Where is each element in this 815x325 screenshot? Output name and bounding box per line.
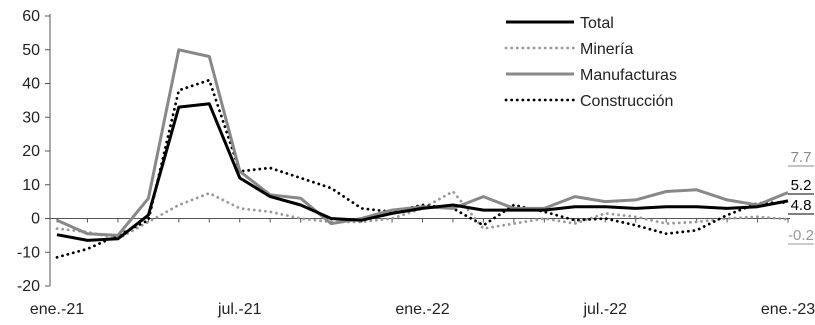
y-tick-label: -20 (17, 278, 40, 295)
axes: -20 -10 0 10 20 30 40 50 60 ene.-21 jul.-21 ene.-22… (17, 8, 815, 318)
y-tick-label: 20 (22, 143, 40, 160)
legend: Total Minería Manufacturas Construcción (504, 15, 677, 110)
legend-label: Construcción (580, 93, 673, 110)
y-tick-label: 10 (22, 177, 40, 194)
y-tick-label: 0 (31, 211, 40, 228)
series-line-construcción (55, 78, 790, 259)
series-lines (55, 48, 790, 259)
y-tick-label: 30 (22, 109, 40, 126)
x-tick-label: jul.-21 (217, 301, 262, 318)
x-tick-label: jul.-22 (582, 301, 627, 318)
end-label: 7.7 (791, 149, 812, 166)
y-tick-label: 60 (22, 8, 40, 25)
x-tick-label: ene.-23 (761, 301, 815, 318)
end-label: 5.2 (791, 177, 812, 194)
y-tick-label: 50 (22, 42, 40, 59)
x-tick-label: ene.-21 (30, 301, 84, 318)
y-tick-label: 40 (22, 76, 40, 93)
series-line-total (56, 102, 789, 242)
end-label: -0.2 (788, 227, 814, 244)
end-labels: 7.7 5.2 4.8 -0.2 (788, 149, 814, 245)
y-tick-label: -10 (17, 244, 40, 261)
legend-label: Total (580, 15, 614, 32)
legend-label: Manufacturas (580, 67, 677, 84)
end-label: 4.8 (791, 197, 812, 214)
x-tick-label: ene.-22 (395, 301, 449, 318)
legend-label: Minería (580, 41, 633, 58)
series-line-manufacturas (56, 48, 789, 237)
